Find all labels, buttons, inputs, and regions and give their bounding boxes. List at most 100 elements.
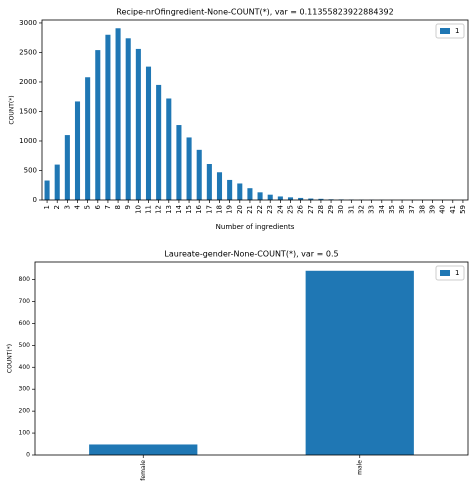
bar (166, 98, 172, 200)
x-tick-label: 39 (429, 205, 437, 214)
x-tick-label: 23 (266, 205, 274, 214)
y-tick-label: 3000 (19, 19, 37, 27)
y-tick-label: 1000 (19, 137, 37, 145)
x-tick-label: female (140, 460, 147, 481)
bar (305, 270, 414, 455)
bar (287, 197, 294, 200)
x-tick-label: 10 (134, 205, 142, 214)
legend-label: 1 (455, 269, 459, 277)
x-tick-label: 8 (114, 205, 122, 209)
x-tick-label: 5 (84, 205, 92, 209)
y-tick-label: 2500 (19, 48, 37, 56)
bar (277, 196, 283, 200)
bar (267, 194, 273, 200)
bar (257, 192, 263, 200)
bar (237, 183, 243, 200)
x-tick-label: 29 (327, 205, 335, 214)
x-tick-label: 19 (226, 205, 234, 214)
x-tick-label: 40 (439, 205, 447, 214)
x-tick-label: 27 (307, 205, 315, 214)
y-tick-label: 600 (19, 320, 31, 327)
y-tick-label: 1500 (19, 107, 37, 115)
bar (206, 164, 212, 200)
bar (125, 38, 131, 201)
axes-frame (41, 19, 469, 201)
bar (135, 48, 141, 201)
x-tick-label: 3 (63, 205, 71, 209)
x-tick-label: 30 (337, 205, 345, 214)
y-tick-label: 500 (24, 166, 37, 174)
x-tick-label: 16 (195, 204, 203, 213)
bar (156, 84, 162, 200)
x-tick-label: 21 (246, 205, 254, 214)
x-tick-label: 20 (236, 205, 244, 214)
bar (247, 188, 253, 200)
bar (196, 149, 202, 200)
chart-title: Laureate-gender-None-COUNT(*), var = 0.5 (164, 250, 338, 259)
x-tick-label: 7 (104, 205, 112, 209)
x-tick-label: 35 (388, 205, 396, 214)
x-tick-label: 37 (408, 205, 416, 214)
x-tick-label: 12 (155, 205, 163, 214)
x-tick-label: 33 (368, 205, 376, 214)
bar (105, 34, 111, 201)
legend-swatch (440, 270, 450, 276)
axes-frame (34, 261, 469, 456)
x-tick-label: 18 (216, 205, 224, 214)
x-tick-label: 6 (94, 204, 102, 209)
bar (115, 28, 121, 200)
x-tick-label: 34 (378, 204, 386, 213)
y-tick-label: 100 (19, 430, 31, 437)
y-tick-label: 500 (19, 342, 31, 349)
x-tick-label: 59 (459, 205, 467, 214)
x-tick-label: 1 (43, 205, 51, 209)
bar (64, 135, 70, 200)
bar (186, 137, 192, 200)
x-tick-label: 4 (74, 204, 82, 209)
y-tick-label: 700 (19, 298, 31, 305)
x-tick-label: 2 (53, 205, 61, 209)
bar (298, 197, 304, 200)
x-tick-label: 36 (398, 204, 406, 213)
y-tick-label: 300 (19, 386, 31, 393)
x-tick-label: 26 (297, 204, 305, 213)
x-tick-label: 9 (124, 205, 132, 209)
x-tick-label: 15 (185, 205, 193, 214)
x-tick-label: 24 (276, 204, 284, 213)
y-tick-label: 200 (19, 408, 31, 415)
legend-label: 1 (455, 27, 459, 35)
bar (216, 172, 223, 200)
x-axis-label: Number of ingredients (216, 223, 295, 231)
bar (54, 164, 60, 200)
bar (85, 77, 91, 200)
bar (74, 101, 81, 200)
y-tick-label: 800 (19, 276, 31, 283)
x-tick-label: 41 (449, 205, 457, 214)
x-tick-label: 38 (418, 205, 426, 214)
chart-title: Recipe-nrOfingredient-None-COUNT(*), var… (116, 8, 393, 17)
x-tick-label: 13 (165, 205, 173, 214)
x-tick-label: 25 (287, 205, 295, 214)
y-axis-label: COUNT(*) (7, 344, 14, 373)
x-tick-label: male (356, 460, 363, 475)
bar (89, 444, 198, 455)
y-tick-label: 0 (33, 196, 37, 204)
bar (95, 50, 101, 201)
x-tick-label: 22 (256, 205, 264, 214)
x-tick-label: 11 (145, 205, 153, 214)
bar (227, 179, 233, 200)
bar (145, 66, 152, 200)
y-tick-label: 400 (19, 364, 31, 371)
x-tick-label: 28 (317, 205, 325, 214)
y-tick-label: 2000 (19, 78, 37, 86)
bar (308, 198, 314, 200)
bar (176, 125, 182, 200)
y-axis-label: COUNT(*) (9, 95, 16, 124)
x-tick-label: 32 (358, 205, 366, 214)
x-tick-label: 31 (347, 205, 355, 214)
legend-swatch (440, 28, 450, 34)
x-tick-label: 14 (175, 204, 183, 213)
y-tick-label: 0 (26, 452, 30, 459)
bar (318, 198, 324, 200)
